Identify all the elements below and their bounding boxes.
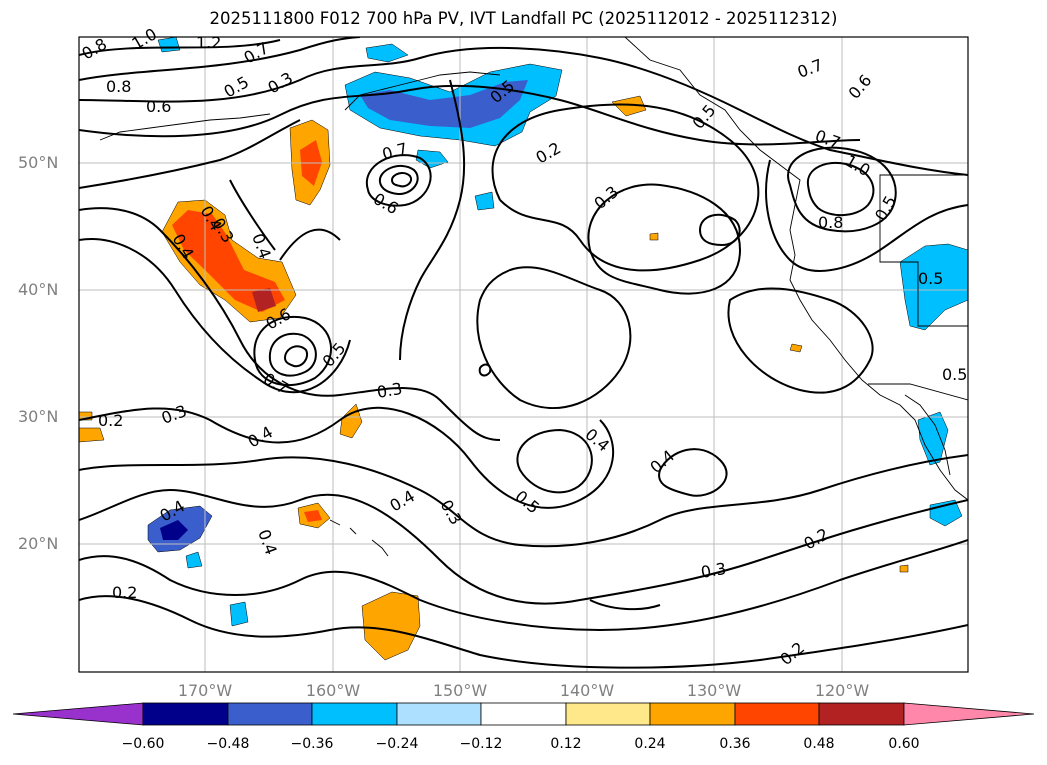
colorbar-tick: −0.24 (375, 736, 419, 752)
neg-fill-hawaii-west-core (160, 520, 188, 540)
lon-label: 170°W (177, 681, 233, 700)
neg-fill-small-1 (229, 601, 249, 627)
contour-label: 0.5 (918, 269, 943, 288)
colorbar-tick: −0.12 (459, 736, 503, 752)
lon-label: 130°W (686, 681, 742, 700)
colorbar-segment (480, 702, 567, 726)
neg-fill-baja (917, 411, 949, 466)
colorbar-segment (649, 702, 736, 726)
contour-label: 0.2 (98, 411, 123, 430)
pos-fill-midpacific-red (172, 210, 285, 312)
colorbar-extend-low (12, 702, 144, 726)
colorbar-tick: −0.60 (121, 736, 165, 752)
neg-fill-alaska-mid (360, 80, 528, 128)
contour-label: 0.8 (818, 213, 843, 232)
lon-label: 120°W (814, 681, 870, 700)
pos-fill-small-b (611, 95, 647, 117)
colorbar-segment (565, 702, 651, 726)
pos-fill-midpacific-core (252, 288, 276, 312)
colorbar-segment (311, 702, 398, 726)
colorbar-tick: −0.48 (206, 736, 250, 752)
colorbar-segment (142, 702, 229, 726)
map-title: 2025111800 F012 700 hPa PV, IVT Landfall… (209, 9, 838, 28)
pv-contours (79, 37, 968, 669)
colorbar-segment (396, 702, 482, 726)
colorbar-tick: 0.60 (888, 736, 920, 752)
contour-label: 0.6 (146, 97, 171, 116)
map-frame (78, 36, 969, 673)
pos-fill-south-hawaii (361, 591, 421, 661)
contour-label: 0.8 (106, 77, 131, 96)
lon-label: 160°W (305, 681, 361, 700)
pos-fill-tiny-e (649, 232, 659, 241)
coastline (99, 37, 968, 557)
lat-label: 50°N (18, 153, 59, 172)
contour-label: 0.3 (699, 559, 727, 582)
colorbar-tick: 0.36 (719, 736, 751, 752)
lat-label: 20°N (18, 534, 59, 553)
lon-label: 140°W (559, 681, 615, 700)
colorbar-tick: 0.24 (634, 736, 666, 752)
pos-fill-tiny-d (899, 564, 909, 573)
colorbar-tick: −0.36 (290, 736, 334, 752)
colorbar-segment (227, 702, 313, 726)
pos-fill-hawaii-core (304, 510, 322, 522)
pos-fill-tiny-c (789, 343, 803, 353)
colorbar-segment (818, 702, 905, 726)
contour-label: 0.2 (112, 583, 137, 602)
graticule (79, 37, 968, 672)
colorbar-tick: 0.12 (550, 736, 582, 752)
colorbar-tick: 0.48 (803, 736, 835, 752)
contour-label: 0.3 (375, 379, 403, 402)
colorbar-extend-high (903, 702, 1035, 726)
neg-fill-small-3 (474, 191, 495, 211)
colorbar (12, 702, 1035, 726)
neg-fill-northwest (157, 37, 181, 53)
neg-fill-small-2 (185, 551, 203, 569)
lon-label: 150°W (432, 681, 488, 700)
colorbar-segment (734, 702, 820, 726)
pos-fill-small-a (339, 403, 363, 439)
lat-label: 40°N (18, 280, 59, 299)
pos-fill-westedge (79, 427, 105, 443)
neg-fill-westcoast (899, 243, 968, 331)
contour-label: 0.5 (942, 365, 967, 384)
neg-fill-alaska-north (365, 43, 409, 63)
contour-label: 1.2 (196, 33, 221, 52)
lat-label: 30°N (18, 407, 59, 426)
